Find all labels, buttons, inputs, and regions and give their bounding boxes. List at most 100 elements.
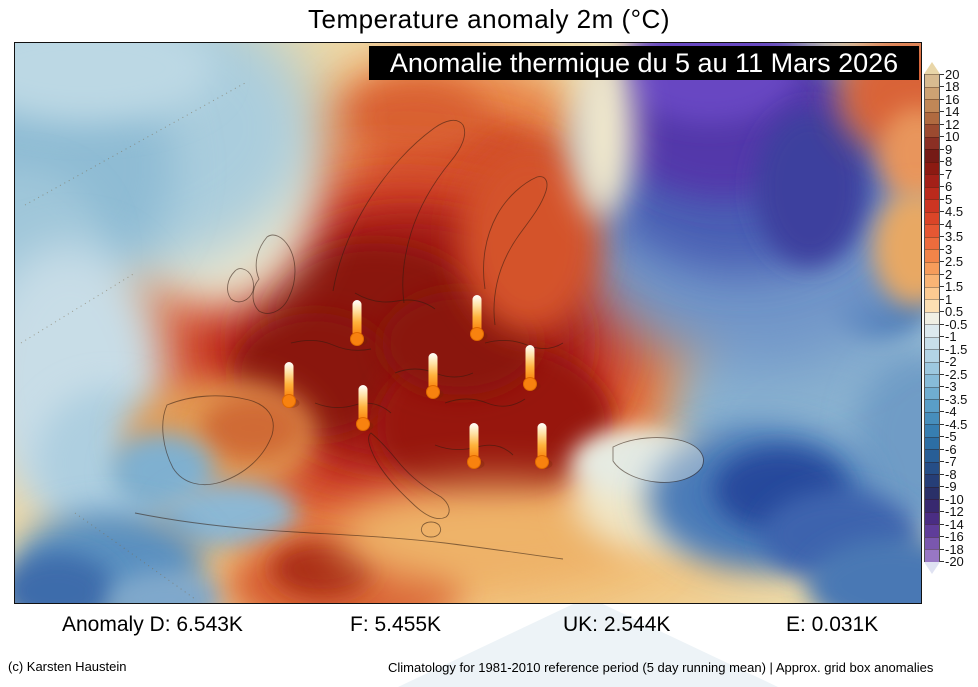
colorbar-tick-label: 12 (940, 118, 978, 131)
banner-title: Anomalie thermique du 5 au 11 Mars 2026 (369, 46, 919, 80)
footer-credit: (c) Karsten Haustein (8, 659, 127, 674)
coast-britain (252, 234, 296, 314)
colorbar-tick-label: 18 (940, 80, 978, 93)
colorbar-tick-label: 3.5 (940, 230, 978, 243)
colorbar-band (925, 486, 939, 499)
colorbar-band (925, 161, 939, 174)
colorbar-tick-label: 10 (940, 130, 978, 143)
colorbar-tick-label: -9 (940, 480, 978, 493)
coast-italy (368, 432, 450, 519)
colorbar-tick-label: -12 (940, 505, 978, 518)
colorbar-band (925, 511, 939, 524)
colorbar-band (925, 324, 939, 337)
colorbar-band (925, 461, 939, 474)
coast-baltic (483, 176, 548, 326)
anomaly-map: Anomalie thermique du 5 au 11 Mars 2026 (14, 42, 922, 604)
colorbar-band (925, 236, 939, 249)
colorbar-tick-label: -2.5 (940, 368, 978, 381)
colorbar-band (925, 524, 939, 537)
colorbar-tick-label: 8 (940, 155, 978, 168)
colorbar-tick-label: 1.5 (940, 280, 978, 293)
colorbar-tick-label: -20 (940, 555, 978, 568)
anomaly-region (855, 353, 921, 523)
anomaly-blobs (15, 43, 921, 603)
colorbar-band (925, 186, 939, 199)
colorbar-band (925, 211, 939, 224)
anomaly-region (755, 110, 865, 266)
colorbar-tick-label: 14 (940, 105, 978, 118)
colorbar-tick-label: -16 (940, 530, 978, 543)
colorbar-band (925, 249, 939, 262)
coast-ireland (227, 268, 254, 303)
colorbar-band (925, 299, 939, 312)
colorbar-tick-label: 3 (940, 243, 978, 256)
colorbar-tick-label: -7 (940, 455, 978, 468)
anomaly-region (15, 553, 115, 603)
anomaly-value-f: F: 5.455K (350, 613, 442, 636)
anomaly-region (879, 107, 921, 203)
border-line (484, 340, 564, 349)
thermometer-icon (426, 353, 444, 399)
footer-note: Climatology for 1981-2010 reference peri… (388, 660, 934, 675)
colorbar: 20 18 16 14 12 10 9 8 7 6 5 4.5 4 3.5 3 2.5 2 1.5 1 0.5 -0.5… (924, 62, 978, 577)
colorbar-band (925, 436, 939, 449)
thermometer-icon (350, 300, 368, 346)
thermometer-icon (282, 362, 300, 408)
colorbar-band (925, 336, 939, 349)
colorbar-band (925, 386, 939, 399)
colorbar-band (925, 99, 939, 112)
anomaly-region (109, 571, 225, 603)
colorbar-band (925, 499, 939, 512)
coast-north-africa (134, 512, 564, 560)
colorbar-tick-label: -2 (940, 355, 978, 368)
colorbar-tick-label: 1 (940, 293, 978, 306)
colorbar-tick-label: 5 (940, 193, 978, 206)
colorbar-band (925, 86, 939, 99)
thermometer-icon (356, 385, 374, 431)
anomaly-region (873, 190, 921, 306)
border-line (444, 398, 526, 407)
colorbar-tick-label: -8 (940, 468, 978, 481)
thermometer-icons (282, 295, 553, 469)
colorbar-tick-label: 20 (940, 68, 978, 81)
colorbar-tick-label: 7 (940, 168, 978, 181)
border-line (290, 340, 372, 351)
colorbar-tick-label: -14 (940, 518, 978, 531)
colorbar-tick-label: 0.5 (940, 305, 978, 318)
thermometer-icon (535, 423, 553, 469)
colorbar-tick-label: -3 (940, 380, 978, 393)
anomaly-value-d: Anomaly D: 6.543K (62, 613, 243, 636)
coast-black-sea (612, 437, 704, 483)
colorbar-tick-label: -10 (940, 493, 978, 506)
colorbar-tick-label: -5 (940, 430, 978, 443)
colorbar-tick-label: -1 (940, 330, 978, 343)
colorbar-tick-label: -0.5 (940, 318, 978, 331)
anomaly-region (201, 395, 305, 461)
colorbar-band (925, 399, 939, 412)
anomaly-region (345, 78, 485, 158)
colorbar-band (925, 136, 939, 149)
coast-norway (332, 119, 466, 304)
colorbar-band (925, 174, 939, 187)
colorbar-band (925, 449, 939, 462)
colorbar-tick-label: 2 (940, 268, 978, 281)
colorbar-tick-label: 4.5 (940, 205, 978, 218)
colorbar-tick-label: 2.5 (940, 255, 978, 268)
anomaly-value-e: E: 0.031K (786, 613, 879, 636)
colorbar-band (925, 286, 939, 299)
colorbar-band (925, 361, 939, 374)
anomaly-region (571, 48, 635, 218)
colorbar-tick-label: 6 (940, 180, 978, 193)
anomaly-region (807, 537, 921, 603)
colorbar-band (925, 124, 939, 137)
colorbar-tick-label: -1.5 (940, 343, 978, 356)
thermometer-icon (467, 423, 485, 469)
coast-iberia (162, 395, 274, 486)
colorbar-band (925, 199, 939, 212)
colorbar-band (925, 224, 939, 237)
colorbar-arrow-up (924, 62, 940, 74)
anomaly-field (15, 43, 921, 603)
colorbar-band (925, 111, 939, 124)
coast-sicily (420, 521, 442, 538)
page-title: Temperature anomaly 2m (°C) (307, 4, 670, 34)
